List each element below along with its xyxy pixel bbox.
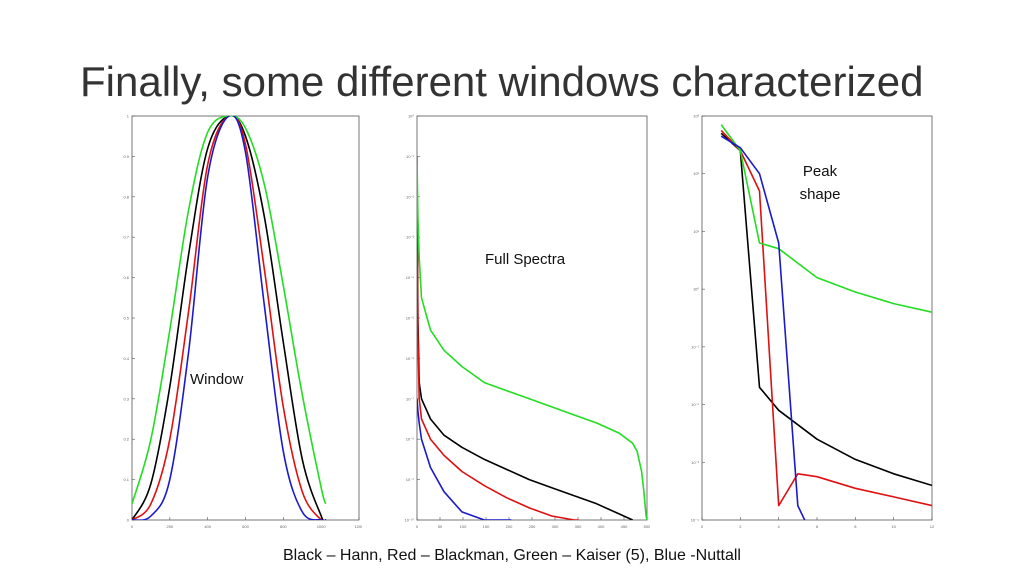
series-line-nuttall [417,398,512,520]
series-line-hann [417,156,633,520]
y-tick-label: 10⁻⁷ [406,396,415,401]
legend-caption: Black – Hann, Red – Blackman, Green – Ka… [283,547,741,564]
y-tick-label: 0.8 [123,194,129,199]
x-tick-label: 200 [166,524,173,529]
series-line-nuttall [132,116,326,520]
y-tick-label: 10⁻⁴ [406,275,415,280]
y-tick-label: 10⁻¹ [691,344,700,349]
plot-frame [701,115,933,521]
y-tick-label: 10⁻⁴ [691,518,700,523]
x-tick-label: 100 [460,524,467,529]
series-line-kaiser-5 [132,116,327,505]
peak-shape-plot: 10⁻⁴ 10⁻³ 10⁻² 10⁻¹ 10⁰ 10¹ 10² 10³ 0 2 4 6 8 10 12 Pea… [680,114,935,534]
chart-svg: 10⁻⁴ 10⁻³ 10⁻² 10⁻¹ 10⁰ 10¹ 10² 10³ 0 2 4 6 8 10 12 Pea… [691,114,935,530]
x-tick-label: 1000 [317,524,327,529]
y-tick-label: 10⁰ [408,114,414,119]
plot-annotation: Full Spectra [485,251,566,268]
y-tick-label: 10² [693,171,699,176]
chart-svg: 0 0.1 0.2 0.3 0.4 0.5 0.6 0.7 0.8 0.9 1 0 200 400 600 8… [123,114,364,530]
y-tick-label: 0.3 [123,396,129,401]
y-tick-label: 10⁻³ [691,460,700,465]
y-tick-label: 0 [127,518,130,523]
x-tick-label: 1200 [355,524,362,529]
x-tick-label: 300 [552,524,559,529]
plot-annotation: Peak [803,163,838,180]
y-tick-label: 10⁻⁶ [406,356,415,361]
x-tick-label: 4 [778,524,781,529]
y-tick-label: 10⁰ [693,287,699,292]
y-tick-label: 10⁻⁸ [406,437,415,442]
y-tick-label: 10⁻² [691,402,700,407]
y-tick-label: 10⁻⁹ [406,477,415,482]
full-spectra-plot: 10⁻¹⁰ 10⁻⁹ 10⁻⁸ 10⁻⁷ 10⁻⁶ 10⁻⁵ 10⁻⁴ 10⁻³ 10⁻² 10⁻… [395,114,652,534]
series-line-nuttall [720,135,806,520]
x-tick-label: 12 [930,524,935,529]
x-tick-label: 2 [739,524,742,529]
series-line-kaiser-5 [417,156,647,520]
y-tick-label: 0.4 [123,356,129,361]
y-tick-label: 10⁻² [406,194,415,199]
x-tick-label: 800 [280,524,287,529]
series-line-blackman [720,129,932,507]
y-tick-label: 10⁻¹⁰ [405,518,415,523]
x-tick-label: 0 [131,524,134,529]
plot-frame [131,115,360,521]
plot-annotation: shape [800,186,841,203]
y-tick-label: 10¹ [693,229,699,234]
y-tick-label: 0.5 [123,316,129,321]
x-tick-label: 8 [854,524,857,529]
x-tick-label: 200 [506,524,513,529]
y-tick-label: 0.2 [123,437,129,442]
y-tick-label: 10⁻⁵ [406,316,415,321]
x-tick-label: 250 [529,524,536,529]
y-tick-label: 1 [127,114,130,119]
x-tick-label: 450 [621,524,628,529]
plot-frame [416,115,648,521]
series-line-blackman [417,156,579,520]
y-tick-label: 0.1 [123,477,129,482]
window-plot: 0 0.1 0.2 0.3 0.4 0.5 0.6 0.7 0.8 0.9 1 0 200 400 600 8… [110,114,364,534]
x-tick-label: 10 [891,524,896,529]
x-tick-label: 600 [242,524,249,529]
y-tick-label: 0.9 [123,154,129,159]
x-tick-label: 500 [644,524,650,529]
x-tick-label: 400 [598,524,605,529]
slide-title: Finally, some different windows characte… [80,58,924,105]
x-tick-label: 6 [816,524,819,529]
x-tick-label: 0 [416,524,419,529]
chart-svg: 10⁻¹⁰ 10⁻⁹ 10⁻⁸ 10⁻⁷ 10⁻⁶ 10⁻⁵ 10⁻⁴ 10⁻³ 10⁻² 10⁻… [405,114,652,530]
series-line-hann [720,132,932,487]
y-tick-label: 10³ [693,114,699,119]
y-tick-label: 10⁻³ [406,235,415,240]
x-tick-label: 0 [701,524,704,529]
y-tick-label: 0.7 [123,235,129,240]
x-tick-label: 400 [204,524,211,529]
y-tick-label: 10⁻¹ [406,154,415,159]
y-tick-label: 0.6 [123,275,129,280]
plot-annotation: Window [190,371,244,388]
x-tick-label: 350 [575,524,582,529]
x-tick-label: 150 [483,524,490,529]
x-tick-label: 50 [438,524,443,529]
series-line-kaiser-5 [720,124,932,313]
